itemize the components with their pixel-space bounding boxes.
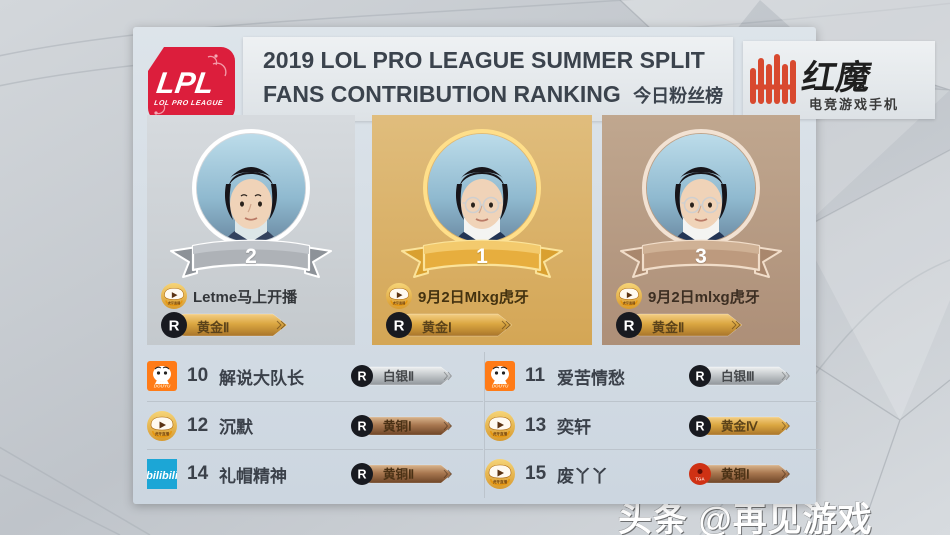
svg-text:黄铜Ⅰ: 黄铜Ⅰ [721,467,750,482]
svg-text:红魔: 红魔 [799,59,874,97]
svg-text:电竞游戏手机: 电竞游戏手机 [809,97,899,112]
svg-text:黄金Ⅳ: 黄金Ⅳ [721,418,759,433]
svg-text:黄铜Ⅱ: 黄铜Ⅱ [383,467,414,482]
svg-text:LOL PRO LEAGUE: LOL PRO LEAGUE [154,100,224,107]
svg-text:白银Ⅱ: 白银Ⅱ [383,369,414,384]
svg-text:黄铜Ⅰ: 黄铜Ⅰ [383,418,412,433]
svg-text:LPL: LPL [155,67,216,100]
svg-text:白银Ⅲ: 白银Ⅲ [721,369,755,384]
